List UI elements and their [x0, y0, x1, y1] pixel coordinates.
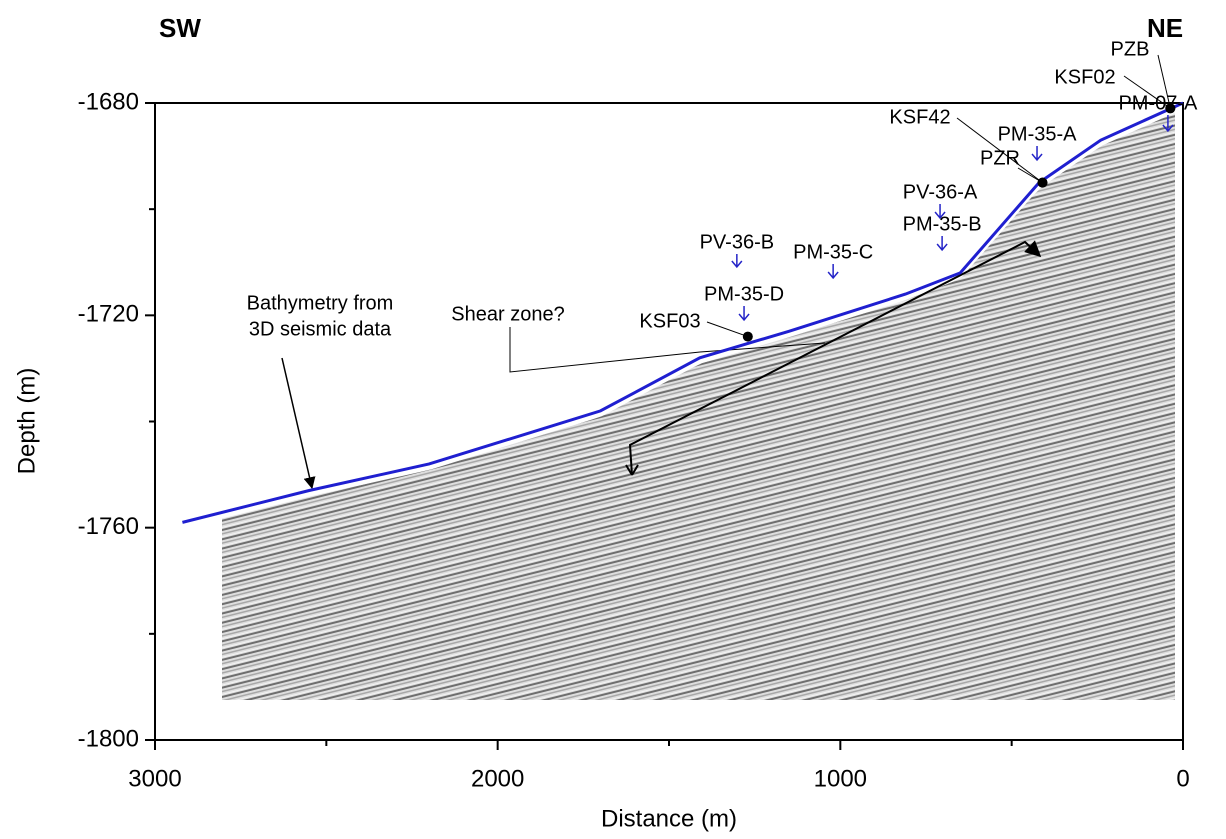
callout-leader [956, 117, 1043, 184]
bathymetry-line [182, 101, 1184, 524]
x-axis-label: Distance (m) [601, 805, 737, 832]
site-arrow [1162, 115, 1174, 133]
x-tick-label: 3000 [128, 765, 181, 792]
bathymetry-arrow [281, 357, 316, 490]
callout-leader [1157, 54, 1171, 109]
y-axis-label: Depth (m) [13, 368, 40, 475]
site-label: PV-36-A [903, 181, 978, 203]
site-label: PM-35-B [903, 213, 982, 235]
bathymetry-label: 3D seismic data [249, 318, 392, 340]
y-tick-label: -1720 [78, 301, 139, 328]
plot-area [154, 102, 1184, 741]
site-arrow [827, 264, 839, 280]
point-label: KSF02 [1054, 66, 1115, 88]
site-arrow [731, 254, 743, 269]
shear-zone-label: Shear zone? [451, 303, 564, 325]
site-label: PM-35-D [704, 283, 784, 305]
y-tick-label: -1800 [78, 725, 139, 752]
point-label: PZR [980, 147, 1020, 169]
sample-point [1037, 177, 1048, 188]
y-tick-label: -1760 [78, 513, 139, 540]
shear-leader [509, 327, 701, 373]
y-tick-label: -1680 [78, 88, 139, 115]
site-label: PM-35-C [793, 241, 873, 263]
interpretation-arrow-head [625, 464, 639, 476]
bathymetry-label: Bathymetry from [247, 292, 394, 314]
callout-leader [1123, 75, 1171, 109]
x-tick-label: 0 [1176, 765, 1189, 792]
ne-label: NE [1147, 13, 1183, 43]
interpretation-arrow [628, 240, 1042, 476]
site-arrow [738, 306, 750, 322]
sw-label: SW [159, 13, 201, 43]
site-label: PM-07-A [1118, 92, 1198, 114]
site-label: PM-35-A [998, 123, 1078, 145]
point-label: KSF42 [889, 106, 950, 128]
x-tick-label: 2000 [471, 765, 524, 792]
site-label: PV-36-B [700, 231, 774, 253]
site-arrow [936, 236, 948, 252]
x-tick-label: 1000 [814, 765, 867, 792]
sample-point [1165, 103, 1176, 114]
seismic-section [222, 112, 1175, 700]
point-label: PZB [1111, 38, 1150, 60]
site-arrow [1031, 146, 1043, 162]
site-arrow [934, 204, 946, 220]
callout-leader [706, 321, 748, 338]
sample-point [742, 331, 753, 342]
point-label: KSF03 [639, 310, 700, 332]
